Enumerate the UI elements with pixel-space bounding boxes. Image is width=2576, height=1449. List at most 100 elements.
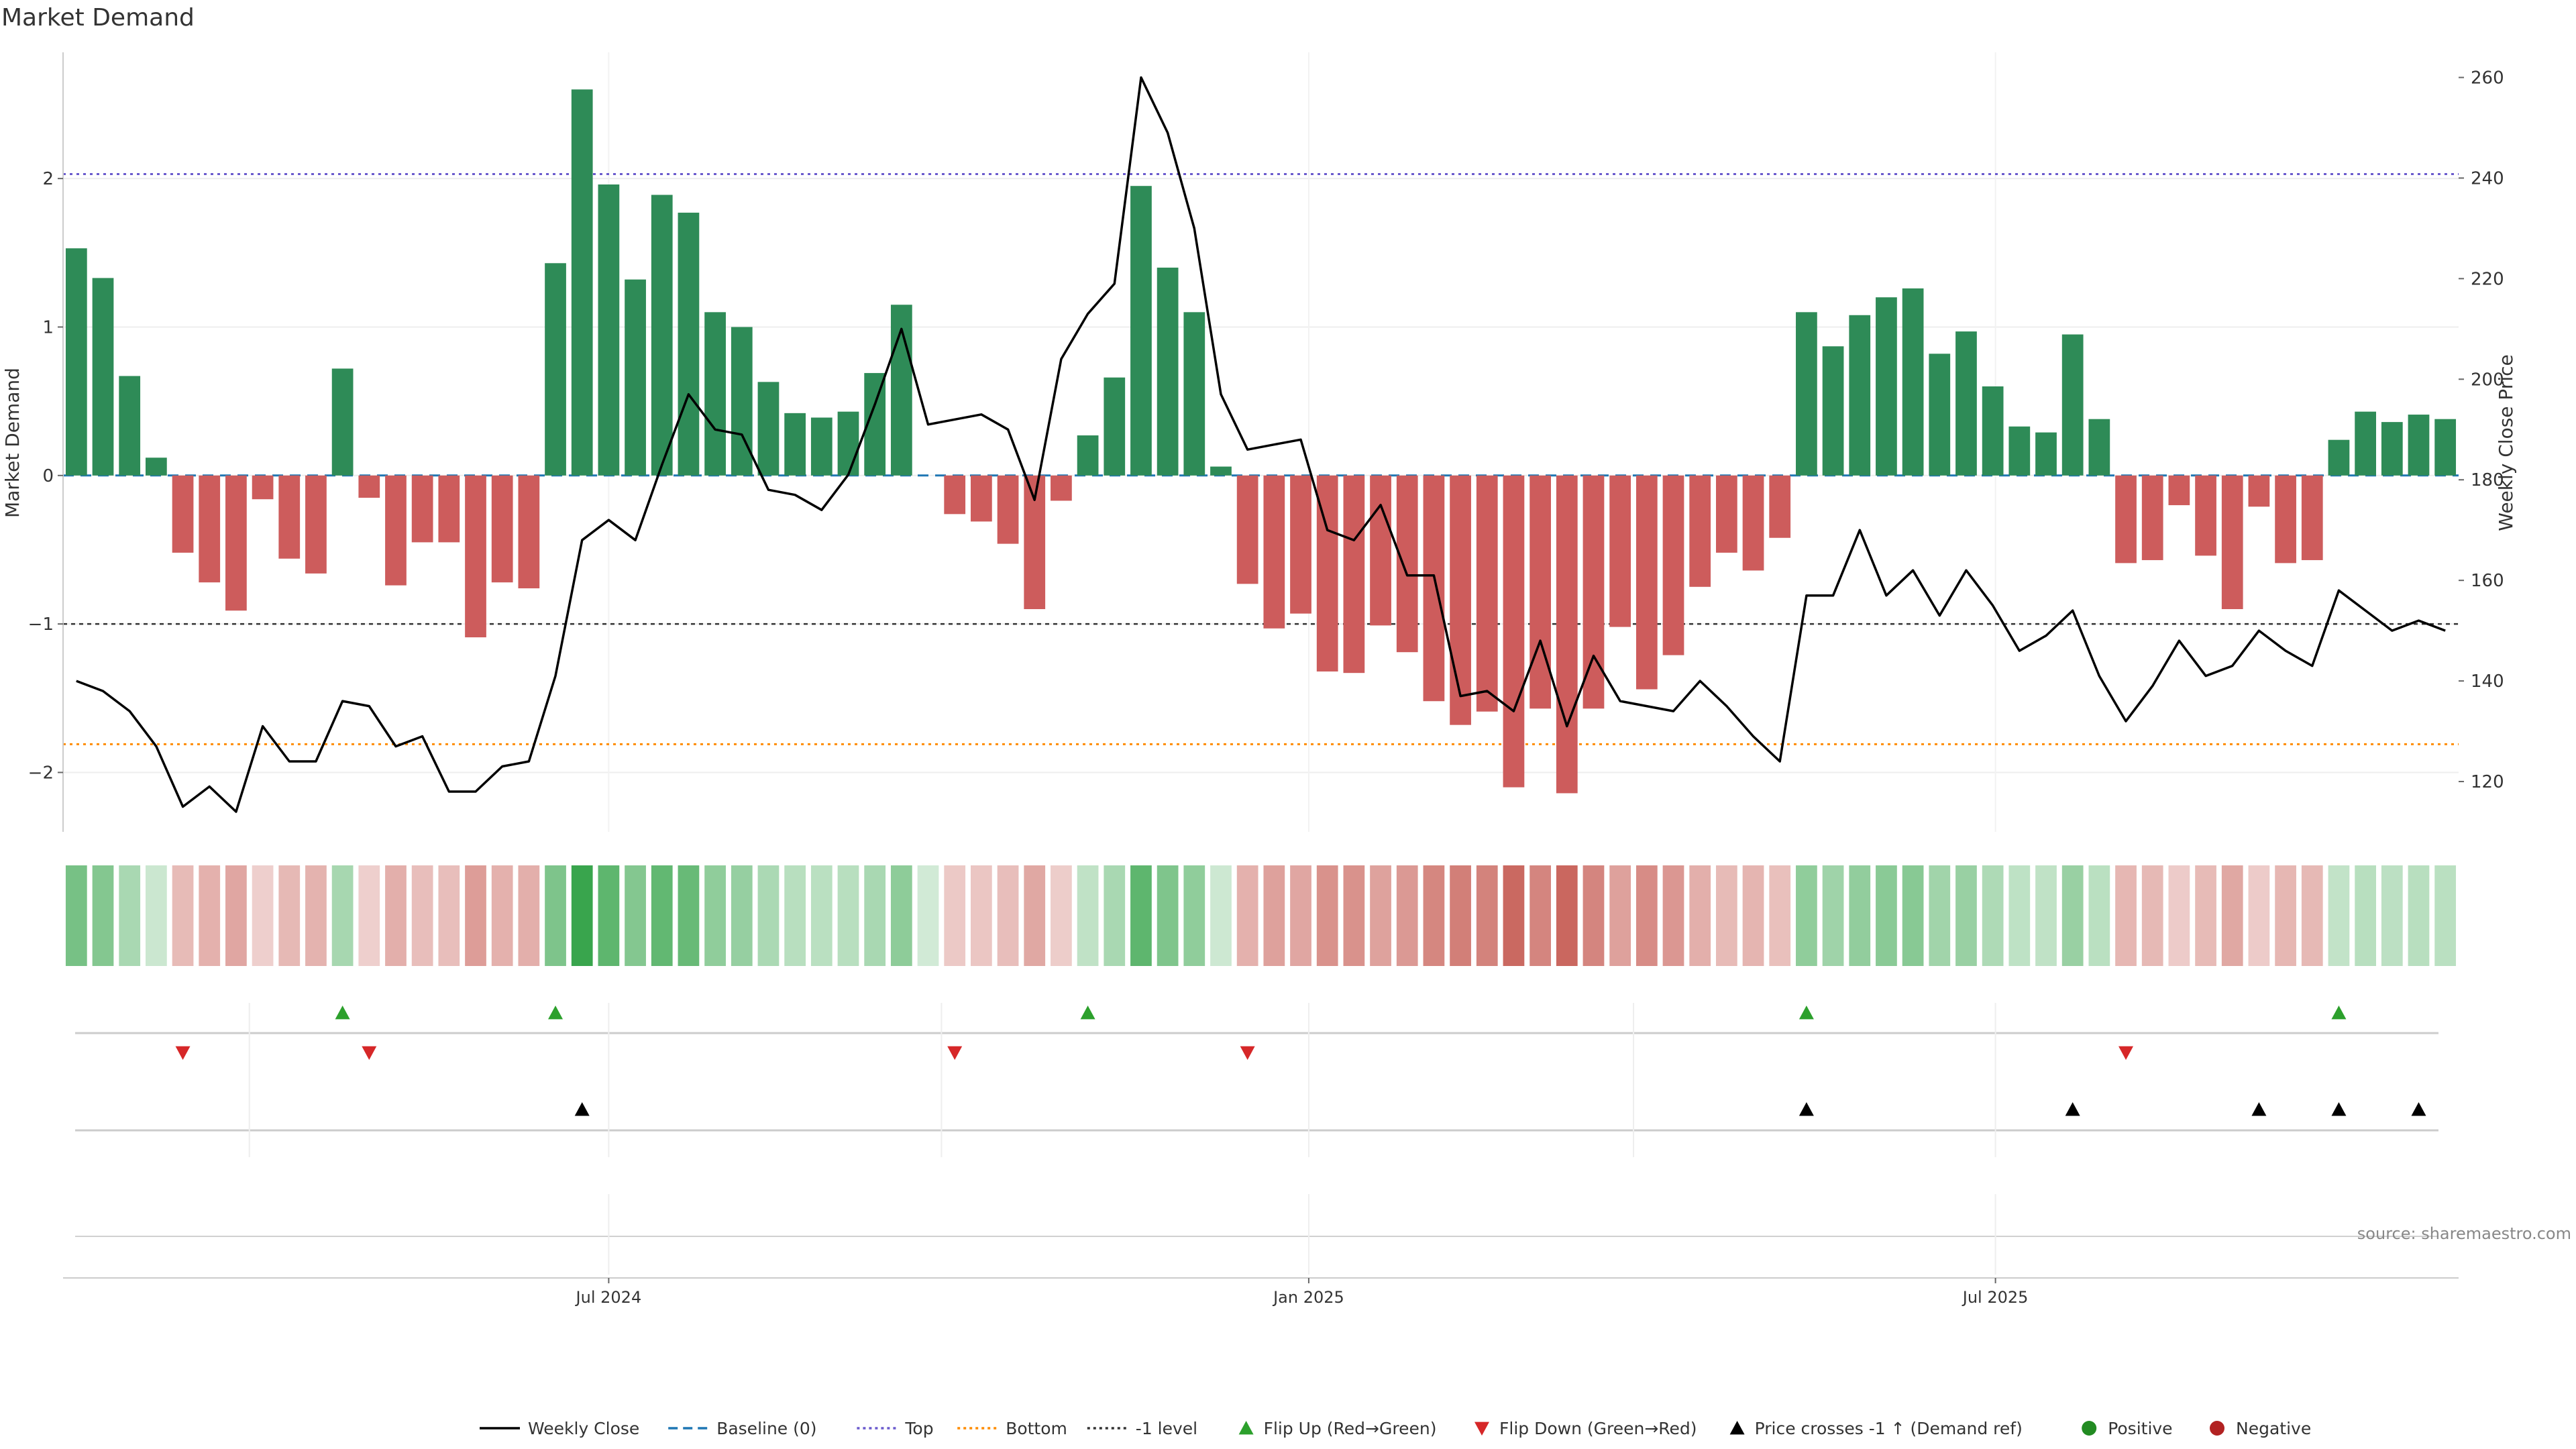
heat-cell — [1982, 865, 2004, 966]
heat-cell — [278, 865, 301, 966]
heat-cell — [1396, 865, 1418, 966]
y-tick-label-right: 140 — [2471, 672, 2504, 692]
heat-cell — [971, 865, 992, 966]
heat-cell — [1822, 865, 1844, 966]
heat-cell — [358, 865, 380, 966]
heat-cell — [2381, 865, 2403, 966]
heat-cell — [1662, 865, 1684, 966]
demand-bar — [92, 278, 114, 476]
heat-cell — [2434, 865, 2457, 966]
demand-bar — [411, 475, 433, 543]
legend-item: Weekly Close — [480, 1419, 639, 1438]
demand-bar — [1742, 475, 1764, 571]
heat-cell — [2275, 865, 2296, 966]
demand-bar — [2434, 419, 2457, 476]
heat-cell — [438, 865, 460, 966]
heat-cell — [1476, 865, 1498, 966]
heat-cell — [864, 865, 886, 966]
demand-bar — [2328, 439, 2350, 476]
y-tick-label-right: 160 — [2471, 571, 2504, 591]
heat-cell — [1370, 865, 1391, 966]
heat-cell — [1796, 865, 1817, 966]
heat-cell — [1423, 865, 1445, 966]
demand-bar — [2381, 422, 2403, 476]
demand-bar — [1476, 475, 1498, 712]
heat-cell — [1210, 865, 1232, 966]
legend-item: Price crosses -1 ↑ (Demand ref) — [1729, 1419, 2023, 1438]
heat-cell — [757, 865, 780, 966]
demand-bar — [598, 184, 620, 476]
heat-cell — [2061, 865, 2084, 966]
demand-bar — [518, 475, 540, 589]
demand-bar — [1769, 475, 1791, 538]
heat-cell — [678, 865, 700, 966]
demand-bar — [810, 417, 833, 476]
heat-cell — [1529, 865, 1551, 966]
heat-cell — [2195, 865, 2216, 966]
flip-down-marker — [1240, 1046, 1255, 1060]
heat-cell — [810, 865, 833, 966]
heat-cell — [518, 865, 540, 966]
heat-cell — [1450, 865, 1471, 966]
legend-label: Price crosses -1 ↑ (Demand ref) — [1755, 1419, 2023, 1438]
y-tick-label-right: 220 — [2471, 269, 2504, 289]
demand-bar — [1715, 475, 1737, 553]
demand-bar — [1929, 354, 1951, 476]
demand-bar — [438, 475, 460, 543]
demand-bar — [2115, 475, 2137, 564]
heat-cell — [2115, 865, 2137, 966]
heat-cell — [784, 865, 806, 966]
flip-up-marker — [1799, 1006, 1814, 1020]
heat-cell — [545, 865, 566, 966]
heat-cell — [199, 865, 221, 966]
demand-bar — [278, 475, 301, 559]
demand-bar — [1796, 312, 1817, 476]
demand-bar — [1876, 297, 1897, 476]
demand-bar — [944, 475, 966, 515]
heat-cell — [2141, 865, 2163, 966]
heat-cell — [997, 865, 1019, 966]
demand-bar — [1130, 186, 1152, 476]
heat-cell — [1902, 865, 1924, 966]
heat-cell — [1609, 865, 1631, 966]
heat-cell — [1077, 865, 1099, 966]
demand-bar — [1343, 475, 1365, 674]
demand-bar — [2275, 475, 2296, 564]
demand-bar — [1982, 386, 2004, 476]
legend-swatch — [1238, 1421, 1254, 1435]
demand-bar — [1556, 475, 1578, 794]
legend-item: Negative — [2210, 1419, 2311, 1438]
legend-swatch — [1474, 1421, 1489, 1436]
chart-title: Market Demand — [1, 4, 195, 32]
demand-bar — [625, 279, 646, 476]
legend-item: Top — [857, 1419, 934, 1438]
demand-bar — [545, 263, 566, 476]
heat-cell — [1236, 865, 1258, 966]
heat-cell — [625, 865, 646, 966]
demand-bar — [1183, 312, 1205, 476]
demand-bar — [1077, 435, 1099, 476]
y-axis-label-right: Weekly Close Price — [2495, 354, 2517, 531]
legend-label: Weekly Close — [528, 1419, 639, 1438]
flip-down-marker — [362, 1046, 377, 1060]
heat-cell — [119, 865, 141, 966]
legend-item: -1 level — [1087, 1419, 1197, 1438]
demand-bar — [465, 475, 486, 638]
heat-cell — [1849, 865, 1871, 966]
legend-item: Flip Up (Red→Green) — [1238, 1419, 1436, 1438]
heat-cell — [411, 865, 433, 966]
heat-cell — [385, 865, 407, 966]
flip-up-marker — [548, 1006, 564, 1020]
price-cross-marker — [2251, 1102, 2267, 1116]
heat-cell — [65, 865, 87, 966]
heat-cell — [2221, 865, 2243, 966]
weekly-close-line — [76, 76, 2446, 813]
heat-cell — [172, 865, 194, 966]
x-tick-label: Jan 2025 — [1272, 1288, 1344, 1307]
heat-cell — [2168, 865, 2190, 966]
heat-cell — [1955, 865, 1977, 966]
demand-bar — [172, 475, 194, 553]
demand-bar — [1157, 267, 1179, 476]
heat-cell — [146, 865, 167, 966]
demand-bar — [1051, 475, 1072, 501]
